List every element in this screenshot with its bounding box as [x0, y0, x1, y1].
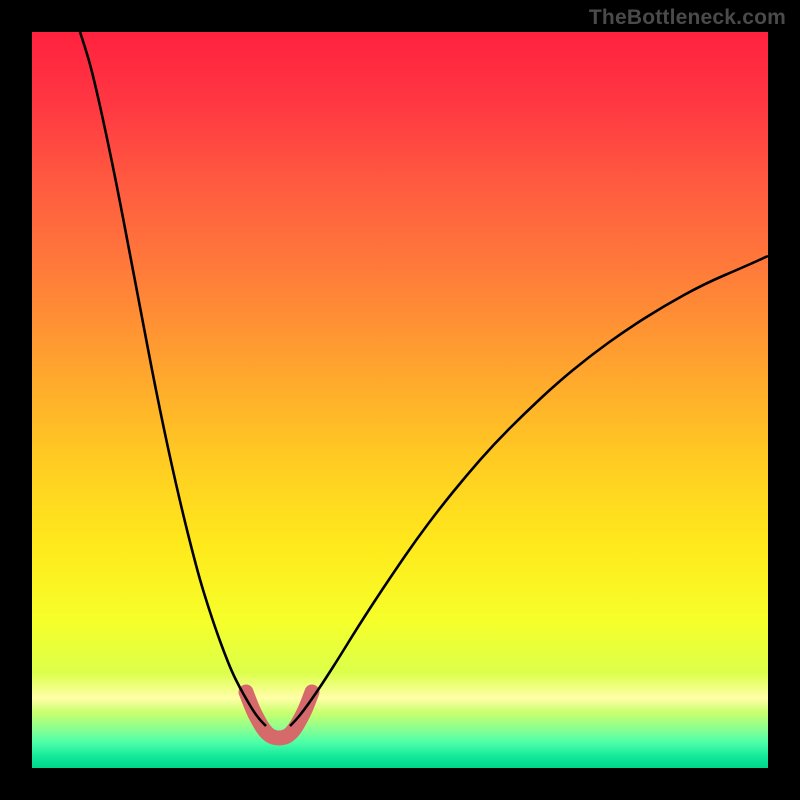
curve-right — [290, 256, 768, 726]
curve-left — [80, 32, 266, 726]
plot-area — [32, 32, 768, 768]
watermark-text: TheBottleneck.com — [589, 6, 786, 30]
curve-layer — [32, 32, 768, 768]
